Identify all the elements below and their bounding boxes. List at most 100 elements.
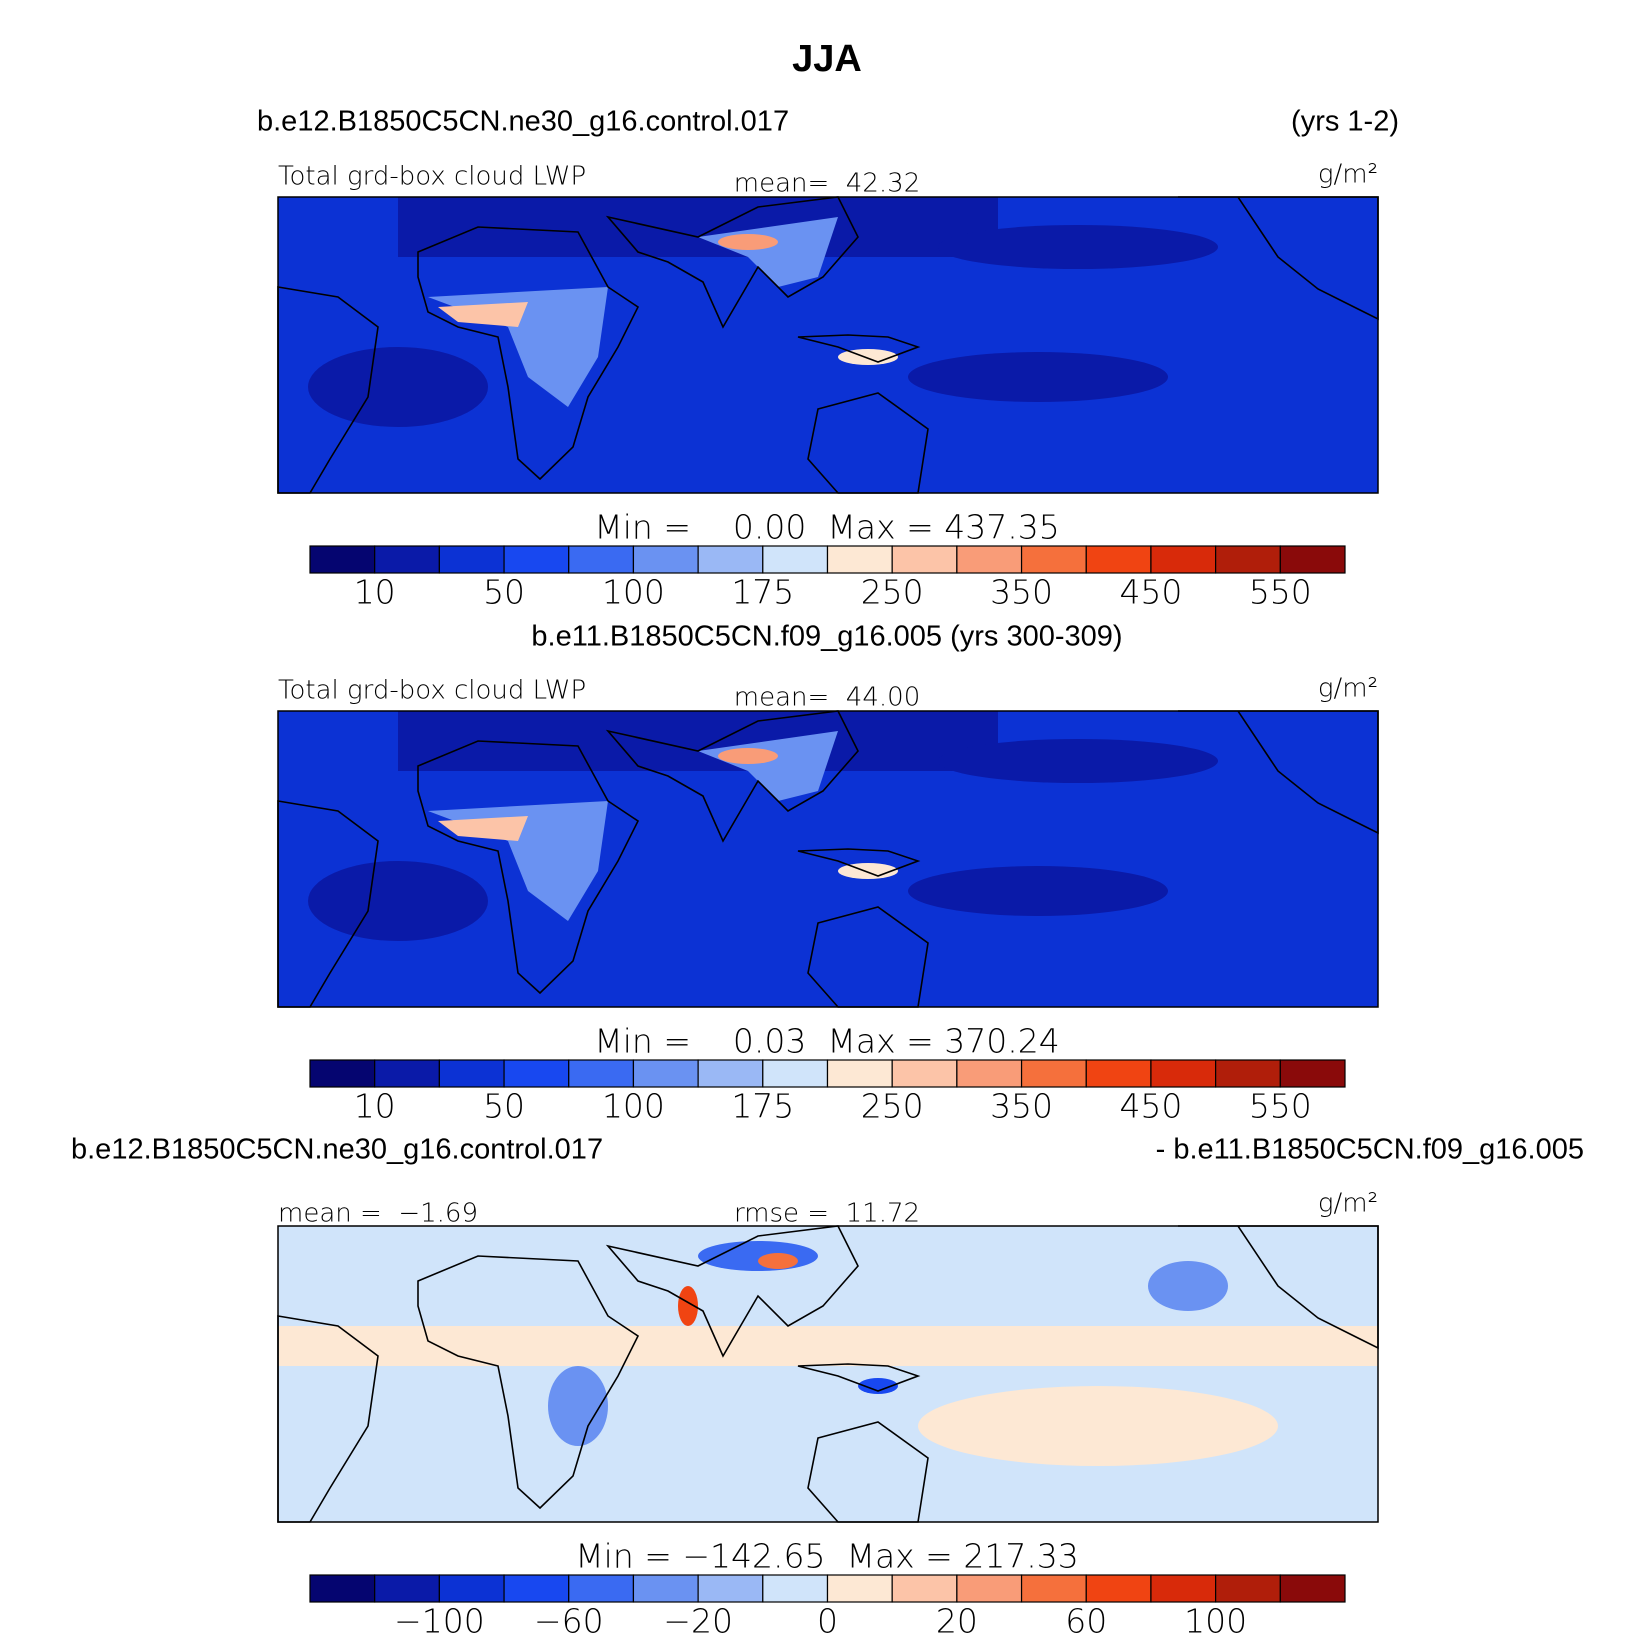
variable: Total grd-box cloud LWP: [278, 676, 586, 706]
min-max: Min = −142.65 Max = 217.33: [575, 1537, 1079, 1576]
colorbar-box: [309, 545, 376, 574]
colorbar-box: [762, 545, 829, 574]
colorbar-label: −20: [663, 1602, 733, 1641]
units: g/m²: [1318, 674, 1378, 704]
colorbar-box: [891, 1059, 958, 1088]
coastline: [417, 1255, 640, 1510]
colorbar-box: [697, 545, 764, 574]
map-patch: [1148, 1261, 1228, 1311]
colorbar-box: [762, 1574, 829, 1603]
colorbar-box: [503, 1574, 570, 1603]
colorbar-box: [1085, 1059, 1152, 1088]
colorbar-box: [632, 1059, 699, 1088]
colorbar-box: [503, 1059, 570, 1088]
colorbar-box: [697, 1059, 764, 1088]
variable: Total grd-box cloud LWP: [278, 162, 586, 192]
map-patch: [438, 816, 528, 841]
colorbar-box: [568, 1574, 635, 1603]
colorbar-label: 10: [354, 1087, 396, 1126]
map-patch: [428, 801, 608, 921]
colorbar-label: 60: [1065, 1602, 1107, 1641]
coastline: [417, 740, 640, 995]
colorbar-label: 350: [990, 573, 1053, 612]
map: [277, 196, 1379, 494]
colorbar-box: [568, 545, 635, 574]
map-frame: [277, 1225, 1379, 1523]
map-band: [398, 197, 998, 257]
colorbar-label: 175: [731, 573, 794, 612]
title: JJA: [792, 38, 862, 80]
map-frame: [277, 710, 1379, 1008]
colorbar-box: [1150, 545, 1217, 574]
coastline: [605, 196, 859, 329]
map-patch: [908, 352, 1168, 402]
colorbar-label: 250: [861, 573, 924, 612]
colorbar-box: [891, 545, 958, 574]
colorbar-label: 50: [483, 1087, 525, 1126]
coastline: [797, 334, 921, 363]
colorbar-box: [438, 545, 505, 574]
coastline: [797, 848, 921, 877]
map-patch: [308, 861, 488, 941]
colorbar-box: [891, 1574, 958, 1603]
coastline: [605, 710, 859, 843]
colorbar-box: [309, 1059, 376, 1088]
colorbar-box: [826, 1059, 893, 1088]
colorbar-box: [1085, 1574, 1152, 1603]
case: b.e11.B1850C5CN.f09_g16.005 (yrs 300-309…: [531, 621, 1122, 653]
map-patch: [438, 302, 528, 327]
coastline: [605, 1225, 859, 1358]
colorbar-box: [826, 545, 893, 574]
colorbar-box: [1020, 1574, 1087, 1603]
map-patch: [938, 225, 1218, 269]
colorbar-box: [697, 1574, 764, 1603]
colorbar-label: 10: [354, 573, 396, 612]
map-patch: [838, 349, 898, 365]
min-max: Min = 0.03 Max = 370.24: [594, 1022, 1059, 1061]
colorbar-label: 550: [1249, 573, 1312, 612]
coastline: [797, 1363, 921, 1392]
colorbar-box: [1279, 1059, 1346, 1088]
colorbar-box: [1020, 545, 1087, 574]
colorbar-box: [956, 1059, 1023, 1088]
map-patch: [938, 739, 1218, 783]
colorbar-box: [1150, 1059, 1217, 1088]
colorbar-label: 550: [1249, 1087, 1312, 1126]
colorbar-box: [1279, 1574, 1346, 1603]
map: [277, 710, 1379, 1008]
map-patch: [758, 1253, 798, 1269]
colorbar-label: 450: [1119, 1087, 1182, 1126]
colorbar-box: [1020, 1059, 1087, 1088]
colorbar-box: [956, 545, 1023, 574]
map-patch: [698, 217, 838, 287]
colorbar-label: −100: [394, 1602, 485, 1641]
rmse: rmse = 11.72: [734, 1199, 920, 1229]
colorbar-box: [632, 545, 699, 574]
years: (yrs 1-2): [1291, 106, 1399, 138]
mean: mean = −1.69: [278, 1199, 478, 1229]
map-band: [398, 711, 998, 771]
mean: mean= 44.00: [734, 683, 920, 713]
colorbar-box: [826, 1574, 893, 1603]
colorbar-box: [438, 1059, 505, 1088]
colorbar-box: [1085, 545, 1152, 574]
map: [277, 1225, 1379, 1523]
map-patch: [858, 1378, 898, 1394]
colorbar-box: [309, 1574, 376, 1603]
colorbar-label: 100: [602, 573, 665, 612]
colorbar-box: [762, 1059, 829, 1088]
mean: mean= 42.32: [734, 169, 920, 199]
map-patch: [308, 347, 488, 427]
map-patch: [698, 1241, 818, 1271]
colorbar-box: [503, 545, 570, 574]
colorbar-label: 20: [936, 1602, 978, 1641]
map-patch: [718, 748, 778, 764]
colorbar-box: [956, 1574, 1023, 1603]
colorbar-label: 100: [1184, 1602, 1247, 1641]
colorbar-label: 250: [861, 1087, 924, 1126]
colorbar-label: 175: [731, 1087, 794, 1126]
map-band: [278, 1326, 1378, 1366]
colorbar-box: [1150, 1574, 1217, 1603]
colorbar-box: [438, 1574, 505, 1603]
